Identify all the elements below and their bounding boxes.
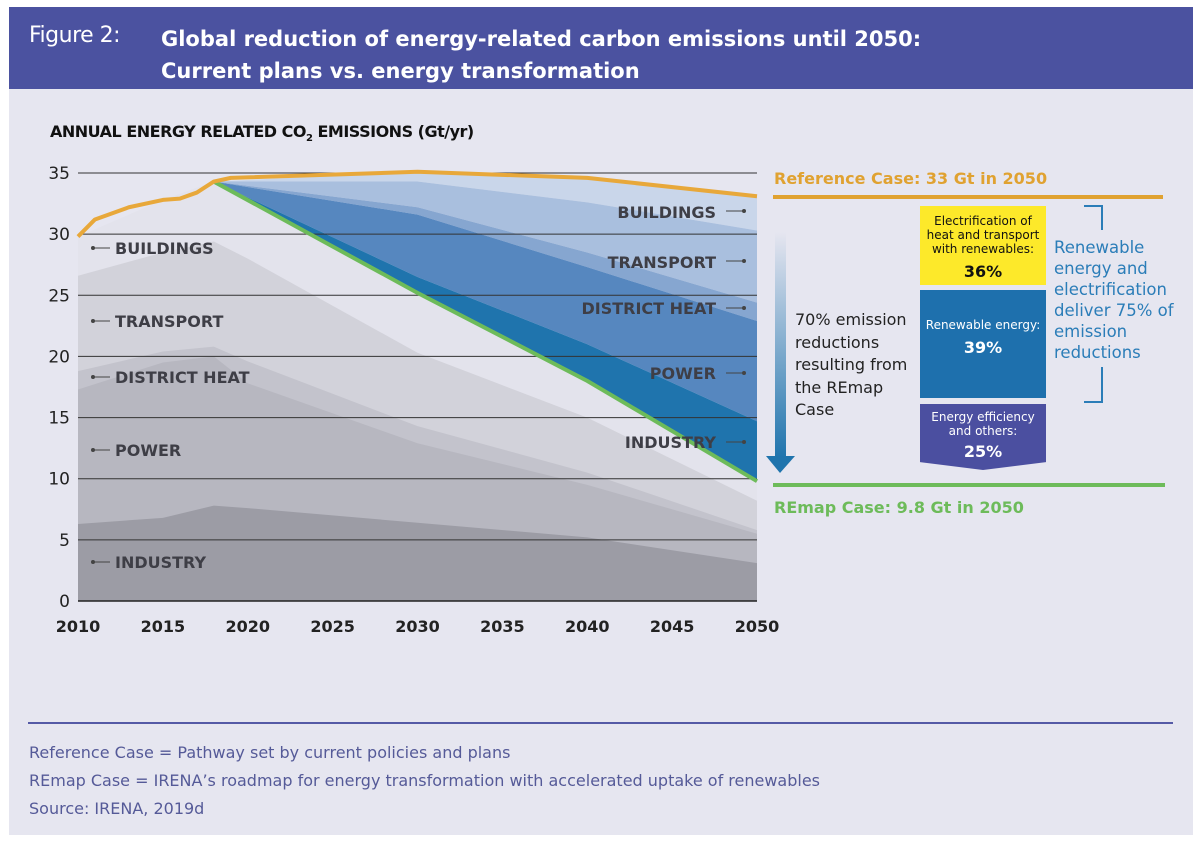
reduction-text: 70% emission reductions resulting from t… <box>795 310 908 419</box>
x-tick-2015: 2015 <box>141 617 186 636</box>
y-tick-35: 35 <box>48 164 70 184</box>
y-tick-5: 5 <box>59 531 70 551</box>
x-tick-2020: 2020 <box>225 617 270 636</box>
reduction-arrow-icon <box>766 232 795 473</box>
wedge-transport <box>213 181 758 303</box>
bracket-text: Renewable energy and electrification del… <box>1054 238 1174 362</box>
bracket-top <box>1084 205 1103 230</box>
wedge-label-power: POWER <box>650 364 716 383</box>
footer-divider <box>28 722 1173 724</box>
remap-case-label: REmap Case: 9.8 Gt in 2050 <box>774 498 1024 517</box>
efficiency-label: Energy efficiency and others: <box>931 410 1035 438</box>
title-line-1: Global reduction of energy-related carbo… <box>161 27 922 51</box>
y-tick-15: 15 <box>48 409 70 429</box>
electrification-label: Electrification of heat and transport wi… <box>926 214 1040 256</box>
figure-number: Figure 2: <box>29 23 121 48</box>
y-title-sub: 2 <box>305 133 313 145</box>
wedge-label-buildings: BUILDINGS <box>617 203 716 222</box>
right-label-transport: TRANSPORT <box>608 253 746 272</box>
note-reference: Reference Case = Pathway set by current … <box>29 743 511 762</box>
y-tick-10: 10 <box>48 470 70 490</box>
area-industry <box>78 505 757 601</box>
reference-case-label: Reference Case: 33 Gt in 2050 <box>774 169 1047 188</box>
remap-case-line <box>212 179 759 483</box>
right-label-buildings: BUILDINGS <box>617 203 746 222</box>
renewables-box: Renewable energy: 39% <box>920 290 1046 398</box>
wedge-power <box>213 181 758 422</box>
left-label-industry: INDUSTRY <box>91 553 207 572</box>
electrification-box: Electrification of heat and transport wi… <box>920 206 1046 285</box>
wedge-buildings <box>213 171 758 231</box>
x-tick-2025: 2025 <box>310 617 355 636</box>
right-label-district-heat: DISTRICT HEAT <box>581 299 746 318</box>
label-transport: TRANSPORT <box>115 312 223 331</box>
efficiency-value: 25% <box>963 442 1003 461</box>
figure-title: Global reduction of energy-related carbo… <box>161 23 921 87</box>
x-tick-2035: 2035 <box>480 617 525 636</box>
x-tick-2045: 2045 <box>650 617 695 636</box>
label-industry: INDUSTRY <box>115 553 207 572</box>
wedge-label-transport: TRANSPORT <box>608 253 716 272</box>
bracket-bottom <box>1084 367 1103 403</box>
reference-case-line <box>76 169 758 238</box>
note-source: Source: IRENA, 2019d <box>29 799 205 818</box>
label-buildings: BUILDINGS <box>115 239 214 258</box>
x-tick-2050: 2050 <box>735 617 780 636</box>
y-tick-20: 20 <box>48 347 70 367</box>
title-line-2: Current plans vs. energy transformation <box>161 59 640 83</box>
left-label-district-heat: DISTRICT HEAT <box>91 368 250 387</box>
x-tick-2030: 2030 <box>395 617 440 636</box>
figure-header: Figure 2: Global reduction of energy-rel… <box>9 7 1193 89</box>
note-remap: REmap Case = IRENA’s roadmap for energy … <box>29 771 821 790</box>
y-tick-25: 25 <box>48 286 70 306</box>
renewables-label: Renewable energy: <box>925 318 1041 332</box>
wedge-label-district-heat: DISTRICT HEAT <box>581 299 716 318</box>
wedge-label-industry: INDUSTRY <box>625 433 717 452</box>
left-label-power: POWER <box>91 441 181 460</box>
y-title-tail: EMISSIONS (Gt/yr) <box>312 122 474 141</box>
y-tick-30: 30 <box>48 225 70 245</box>
label-district-heat: DISTRICT HEAT <box>115 368 250 387</box>
left-label-buildings: BUILDINGS <box>91 239 214 258</box>
x-tick-2010: 2010 <box>56 617 101 636</box>
electrification-value: 36% <box>963 262 1003 281</box>
renewables-value: 39% <box>963 338 1003 357</box>
label-power: POWER <box>115 441 181 460</box>
y-axis-title: ANNUAL ENERGY RELATED CO2 EMISSIONS (Gt/… <box>50 122 474 144</box>
x-tick-2040: 2040 <box>565 617 610 636</box>
right-label-power: POWER <box>650 364 746 383</box>
left-label-transport: TRANSPORT <box>91 312 223 331</box>
efficiency-box: Energy efficiency and others: 25% <box>920 404 1046 470</box>
y-tick-0: 0 <box>59 592 70 612</box>
right-label-industry: INDUSTRY <box>625 433 746 452</box>
y-title-main: ANNUAL ENERGY RELATED CO <box>50 122 306 141</box>
